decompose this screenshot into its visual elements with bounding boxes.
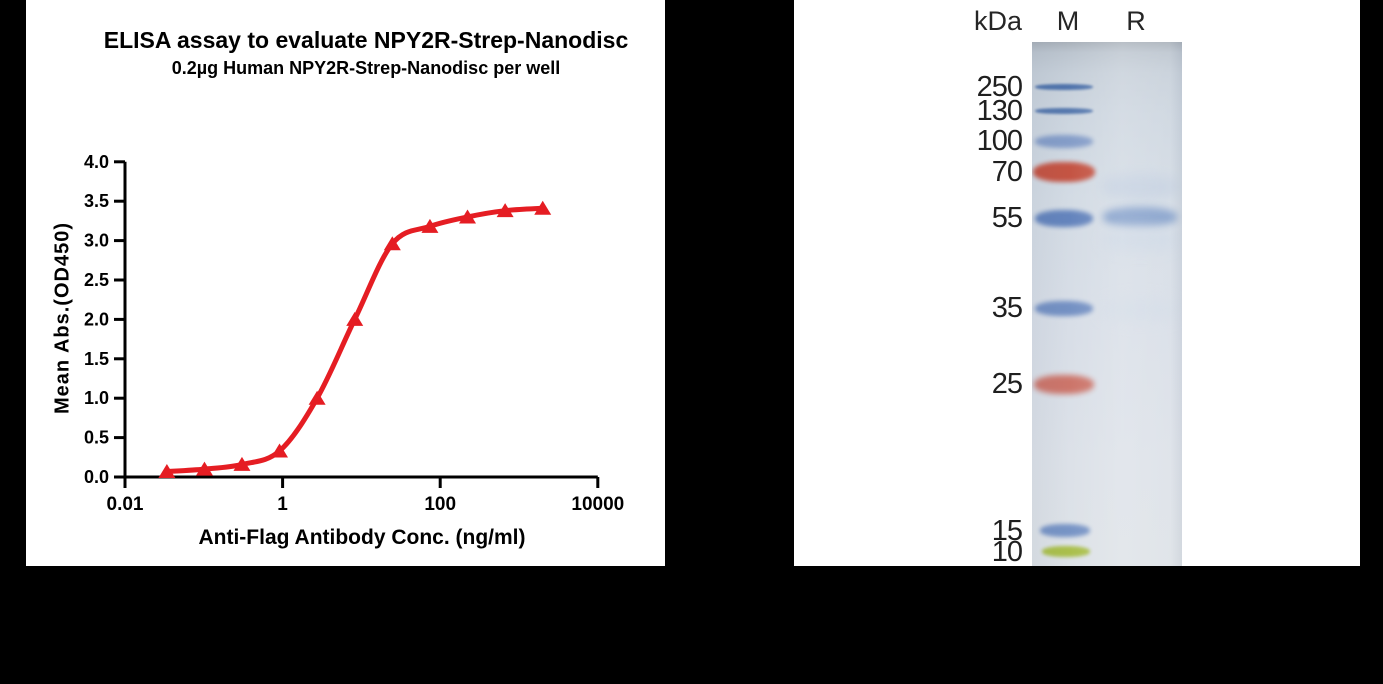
y-tick-label: 1.0 [84, 388, 109, 408]
kda-label-15: 15 [991, 514, 1023, 547]
gel-marker-band-55 [1035, 209, 1093, 227]
y-tick-label: 3.5 [84, 191, 109, 211]
y-tick-label: 4.0 [84, 152, 109, 172]
data-point-marker [534, 200, 552, 215]
y-tick-label: 2.5 [84, 270, 109, 290]
x-tick-label: 100 [424, 494, 456, 515]
gel-marker-band-15 [1040, 524, 1090, 538]
data-point-marker [496, 203, 514, 218]
kda-unit-label: kDa [973, 6, 1022, 36]
gel-marker-band-100 [1035, 134, 1093, 148]
gel-marker-band-25 [1034, 374, 1094, 394]
x-axis-title: Anti-Flag Antibody Conc. (ng/ml) [198, 526, 526, 549]
y-tick-label: 2.0 [84, 309, 109, 329]
y-tick-label: 3.0 [84, 231, 109, 251]
sample-band-main-band-55kda [1103, 207, 1177, 227]
data-point-marker [271, 443, 289, 458]
lane-label-marker: M [1056, 6, 1080, 36]
chart-subtitle: 0.2µg Human NPY2R-Strep-Nanodisc per wel… [171, 58, 561, 78]
data-point-marker [421, 218, 439, 233]
gel-marker-band-70 [1033, 162, 1095, 182]
gel-image [1032, 42, 1182, 566]
kda-label-70: 70 [991, 156, 1023, 188]
gel-marker-band-10 [1042, 546, 1090, 558]
x-tick-label: 0.01 [107, 494, 144, 515]
dose-response-curve [164, 205, 546, 474]
sample-band-faint-smear-below [1103, 229, 1177, 252]
y-tick-label: 0.5 [84, 428, 109, 448]
gel-marker-band-130 [1035, 108, 1093, 115]
sample-band-faint-smear-above [1103, 174, 1177, 201]
sample-band-faint-smear-mid [1103, 299, 1177, 320]
lane-label-reduced: R [1126, 6, 1146, 36]
kda-label-100: 100 [976, 125, 1023, 157]
data-point-marker [233, 456, 251, 471]
kda-label-35: 35 [991, 292, 1023, 325]
kda-label-25: 25 [991, 368, 1023, 401]
data-point-marker [158, 463, 176, 478]
data-point-marker [308, 390, 326, 405]
chart-title: ELISA assay to evaluate NPY2R-Strep-Nano… [103, 27, 629, 53]
x-tick-label: 10000 [571, 494, 624, 515]
y-tick-label: 1.5 [84, 349, 109, 369]
sds-page-panel: kDa M R 250 130 100 70 55 35 25 15 10 [794, 0, 1360, 568]
gel-marker-band-35 [1035, 300, 1093, 316]
data-point-marker [346, 311, 364, 326]
gel-marker-band-250 [1035, 84, 1093, 91]
kda-label-55: 55 [991, 202, 1023, 235]
elisa-chart-panel: ELISA assay to evaluate NPY2R-Strep-Nano… [26, 0, 665, 566]
x-tick-label: 1 [277, 494, 288, 515]
data-point-marker [195, 461, 213, 476]
y-tick-label: 0.0 [84, 467, 109, 487]
data-point-marker [459, 209, 477, 224]
dose-response-chart: 0.0 0.5 1.0 1.5 2.0 2.5 3.0 3.5 4.0 0.01 1 100 10000 [84, 152, 624, 515]
kda-label-130: 130 [976, 95, 1023, 128]
kda-label-10: 10 [991, 535, 1023, 568]
kda-label-250: 250 [976, 71, 1023, 104]
data-point-marker [383, 236, 401, 251]
